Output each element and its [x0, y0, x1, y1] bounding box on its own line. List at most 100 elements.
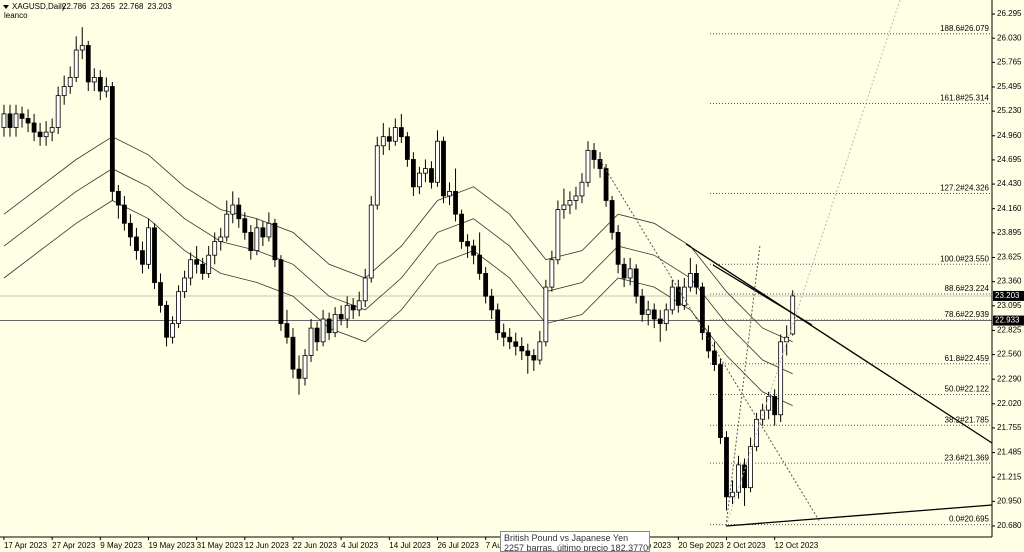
candle-body [242, 218, 248, 233]
y-tick-label: 23.895 [997, 228, 1022, 237]
candle-body [1, 113, 7, 128]
candle-body [236, 204, 242, 220]
candle-body [368, 204, 374, 279]
candle-body [308, 327, 314, 356]
candle-body [465, 241, 470, 247]
candle-body [344, 304, 350, 320]
y-tick-label: 25.230 [997, 106, 1022, 115]
candle-body [67, 77, 73, 87]
candle-body [146, 227, 151, 265]
candle-body [519, 345, 525, 352]
candle-body [423, 168, 428, 174]
fib-label: 100.0#23.550 [940, 254, 989, 263]
ohlc-value: 22.768 [119, 2, 144, 11]
candle-body [85, 45, 91, 83]
candle-body [212, 241, 218, 256]
fib-label: 50.0#22.122 [945, 385, 990, 394]
candle-body [103, 86, 109, 92]
x-tick-label: 9 May 2023 [100, 541, 142, 550]
candle-body [459, 213, 464, 242]
x-tick-label: 17 Apr 2023 [4, 541, 48, 550]
candle-body [49, 127, 55, 133]
candle-body [320, 318, 326, 343]
candle-body [140, 250, 145, 265]
candle-body [55, 95, 61, 128]
candle-body [61, 86, 67, 97]
candle-body [254, 227, 260, 252]
fib-label: 61.8#22.459 [945, 354, 990, 363]
candle-body [260, 227, 266, 238]
y-tick-label: 25.765 [997, 57, 1022, 66]
candle-body [657, 318, 663, 324]
candle-body [645, 309, 651, 315]
y-tick-label: 23.625 [997, 253, 1022, 262]
candle-body [435, 140, 440, 183]
candle-body [513, 341, 519, 347]
candle-body [158, 282, 163, 306]
x-tick-label: 19 May 2023 [148, 541, 195, 550]
price-tag [993, 315, 1024, 326]
price-tag [993, 290, 1024, 301]
candle-body [398, 127, 404, 138]
candle-body [19, 113, 25, 119]
candle-body [579, 181, 585, 197]
x-tick-label: 26 Jul 2023 [437, 541, 479, 550]
y-tick-label: 22.290 [997, 374, 1022, 383]
candle-body [152, 227, 157, 283]
candle-body [585, 149, 591, 183]
candle-body [766, 396, 772, 411]
candle-body [543, 286, 549, 343]
fib-line [725, 0, 901, 527]
x-tick-label: 31 May 2023 [197, 541, 244, 550]
candle-body [164, 304, 169, 338]
candle-body [224, 213, 230, 238]
candle-body [31, 122, 37, 133]
candle-body [417, 172, 422, 188]
fib-line [599, 159, 821, 523]
x-tick-label: 4 Jul 2023 [341, 541, 378, 550]
candle-body [97, 77, 103, 92]
candle-body [501, 332, 507, 338]
candle-body [73, 49, 79, 78]
menu-icon[interactable] [3, 5, 9, 9]
candle-body [272, 222, 278, 261]
candle-body [748, 446, 753, 489]
candle-body [314, 327, 320, 343]
trend-line [725, 504, 993, 527]
fib-label: 23.6#21.369 [945, 453, 990, 462]
y-tick-label: 22.020 [997, 399, 1022, 408]
candle-body [115, 190, 121, 206]
candle-body [681, 286, 687, 306]
candle-body [441, 140, 446, 197]
tooltip-title: British Pound vs Japanese Yen [504, 533, 629, 543]
x-tick-label: 20 Sep 2023 [678, 541, 724, 550]
candle-body [206, 254, 212, 274]
candle-body [730, 491, 735, 498]
y-tick-label: 25.495 [997, 82, 1022, 91]
y-tick-label: 26.030 [997, 33, 1022, 42]
candle-body [615, 231, 621, 265]
ohlc-value: 23.265 [90, 2, 115, 11]
y-tick-label: 23.095 [997, 301, 1022, 310]
candle-body [489, 295, 495, 311]
y-tick-label: 24.695 [997, 155, 1022, 164]
candle-body [37, 131, 43, 138]
candle-body [603, 168, 609, 201]
candle-body [404, 136, 410, 160]
trend-line [712, 264, 813, 326]
candle-body [663, 309, 669, 324]
candle-body [699, 286, 705, 334]
candle-body [507, 336, 513, 343]
candle-body [567, 200, 573, 206]
candle-body [675, 286, 681, 306]
candle-body [573, 195, 579, 201]
y-tick-label: 22.560 [997, 350, 1022, 359]
candle-body [194, 259, 200, 265]
candle-body [477, 254, 483, 274]
x-tick-label: 8 Sep 2023 [630, 541, 671, 550]
chart-subtitle: leanco [4, 11, 28, 20]
y-tick-label: 22.825 [997, 326, 1022, 335]
